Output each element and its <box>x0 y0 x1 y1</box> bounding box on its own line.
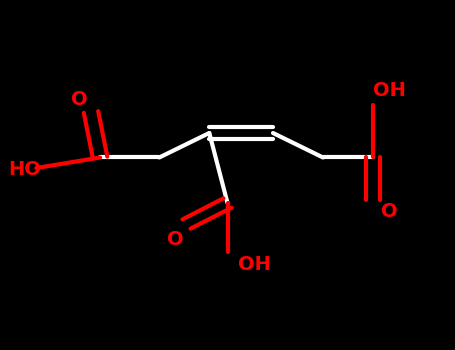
Text: OH: OH <box>238 255 271 274</box>
Text: O: O <box>381 202 397 221</box>
Text: OH: OH <box>373 82 405 100</box>
Text: O: O <box>167 230 183 249</box>
Text: O: O <box>71 90 88 109</box>
Text: HO: HO <box>9 160 41 179</box>
